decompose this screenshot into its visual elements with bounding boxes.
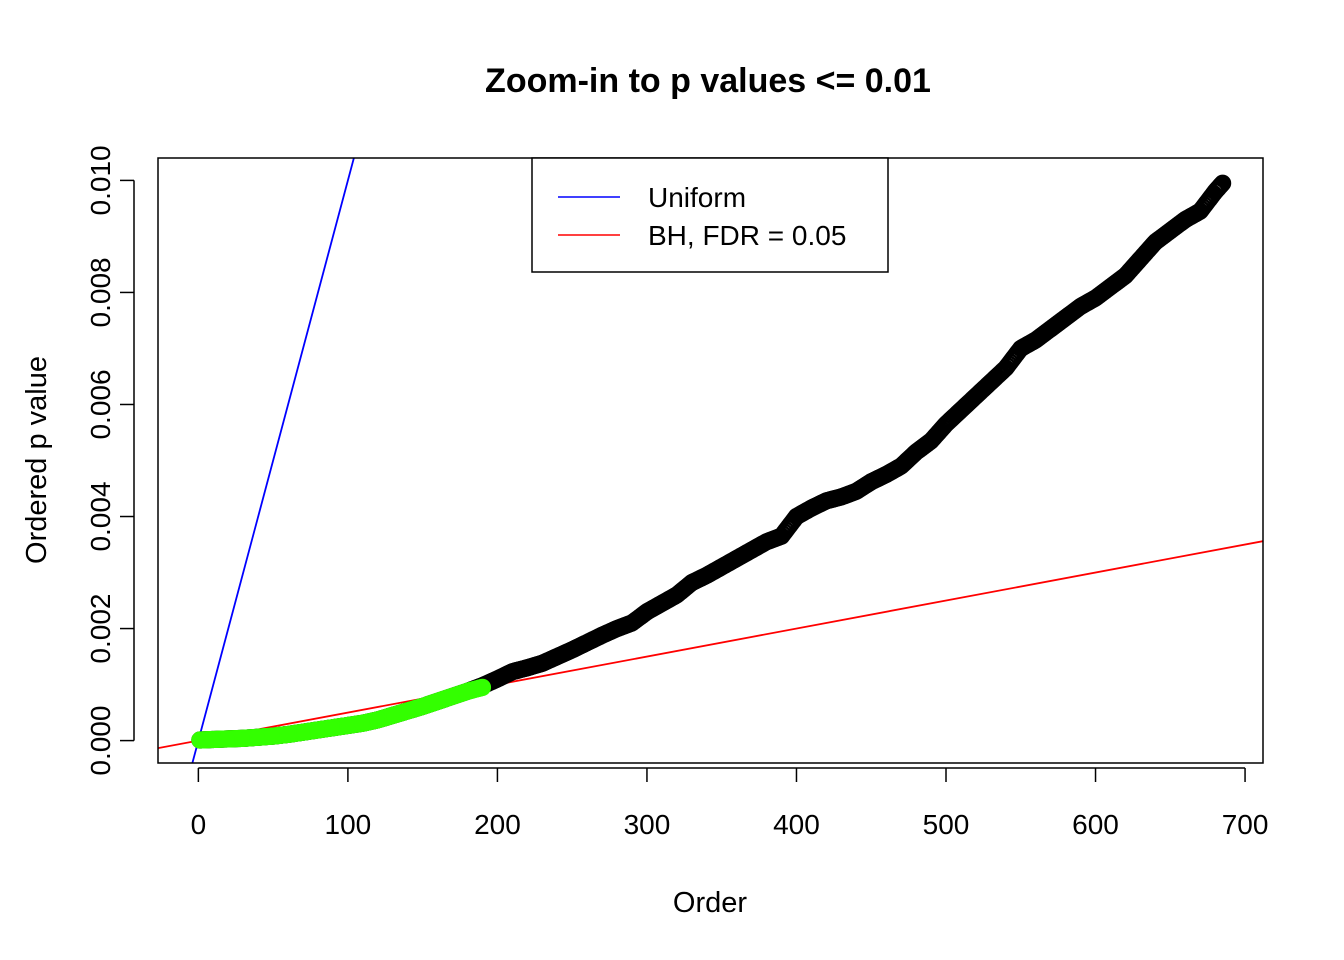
data-point — [1191, 202, 1209, 220]
data-point — [952, 401, 970, 419]
x-tick-label: 0 — [191, 809, 207, 840]
data-point — [623, 614, 641, 632]
data-point — [1146, 233, 1164, 251]
data-point — [309, 721, 327, 739]
reference-lines — [158, 158, 1263, 763]
data-point — [982, 373, 1000, 391]
legend-label-bh: BH, FDR = 0.05 — [648, 220, 846, 251]
y-tick-label: 0.008 — [85, 257, 116, 327]
line-bh-fdr-0-05 — [158, 540, 1263, 750]
data-points — [191, 174, 1232, 749]
data-point — [473, 678, 492, 696]
data-point — [937, 415, 955, 433]
legend-box — [531, 157, 889, 273]
data-point — [294, 723, 312, 741]
data-point — [802, 499, 821, 517]
data-point — [1057, 309, 1075, 327]
data-point — [429, 692, 447, 710]
data-point — [862, 473, 880, 491]
data-point — [832, 488, 850, 506]
data-point — [743, 541, 761, 559]
data-point — [518, 659, 536, 677]
data-point — [578, 633, 596, 652]
data-point — [1131, 250, 1149, 268]
data-point — [668, 586, 686, 604]
data-point — [907, 443, 925, 461]
data-point — [683, 574, 701, 592]
data-point — [204, 730, 222, 749]
data-point — [638, 603, 656, 621]
data-point — [249, 728, 267, 746]
y-tick-label: 0.004 — [85, 481, 116, 551]
data-point — [488, 670, 507, 688]
data-point — [324, 719, 342, 737]
data-point — [847, 482, 865, 500]
data-point — [1027, 331, 1045, 349]
significant-points — [191, 678, 492, 749]
data-point — [1176, 211, 1194, 229]
legend-label-uniform: Uniform — [648, 182, 746, 213]
data-point — [1214, 174, 1232, 192]
x-tick-label: 500 — [923, 809, 970, 840]
y-tick-label: 0.010 — [85, 145, 116, 215]
data-point — [1071, 297, 1090, 316]
data-point — [892, 457, 910, 475]
y-tick-label: 0.000 — [85, 706, 116, 776]
line-uniform — [191, 158, 355, 763]
data-point — [653, 594, 671, 612]
data-point — [1012, 339, 1030, 358]
data-point — [787, 507, 806, 526]
data-point — [548, 647, 566, 666]
x-tick-label: 600 — [1072, 809, 1119, 840]
data-point — [279, 725, 297, 744]
x-tick-label: 100 — [325, 809, 372, 840]
x-tick-label: 700 — [1222, 809, 1269, 840]
chart-title: Zoom-in to p values <= 0.01 — [485, 62, 931, 100]
data-point — [458, 682, 477, 700]
y-axis: 0.000 0.002 0.004 0.006 0.008 0.010 — [85, 145, 135, 776]
data-point — [443, 687, 462, 705]
data-point — [399, 702, 417, 720]
data-point — [563, 641, 581, 659]
data-point — [757, 533, 776, 551]
data-point — [339, 716, 357, 735]
x-tick-label: 300 — [624, 809, 671, 840]
x-axis: 0 100 200 300 400 500 600 700 — [191, 767, 1269, 840]
x-tick-label: 400 — [773, 809, 820, 840]
x-tick-label: 200 — [474, 809, 521, 840]
data-point — [922, 432, 940, 450]
data-point — [354, 714, 372, 732]
data-point — [1116, 267, 1135, 285]
y-tick-label: 0.006 — [85, 369, 116, 439]
y-axis-label: Ordered p value — [21, 356, 53, 564]
data-point — [967, 387, 985, 405]
data-point — [369, 711, 387, 729]
data-point — [1086, 289, 1105, 307]
data-point — [877, 465, 895, 484]
y-tick-label: 0.002 — [85, 594, 116, 664]
data-point — [1161, 222, 1179, 240]
data-point — [1101, 278, 1120, 296]
x-axis-label: Order — [673, 887, 747, 919]
data-point — [593, 626, 611, 644]
data-point — [772, 527, 791, 545]
data-point — [997, 359, 1015, 377]
data-point — [384, 706, 402, 724]
data-point — [533, 654, 551, 672]
data-point — [713, 558, 731, 576]
data-point — [219, 730, 237, 748]
data-point — [608, 619, 626, 638]
data-point — [414, 697, 432, 716]
data-point — [264, 727, 282, 745]
data-point — [1042, 320, 1060, 338]
data-point — [728, 549, 746, 568]
legend: Uniform BH, FDR = 0.05 — [531, 157, 889, 273]
data-point — [698, 566, 716, 584]
data-point — [234, 729, 252, 747]
